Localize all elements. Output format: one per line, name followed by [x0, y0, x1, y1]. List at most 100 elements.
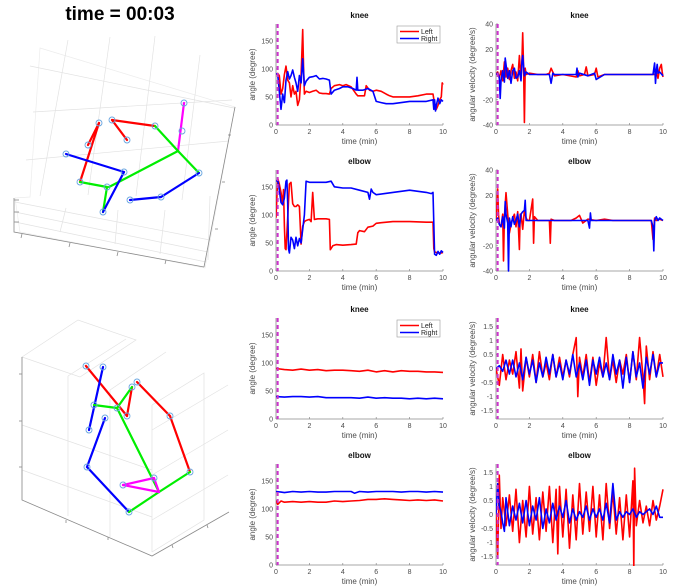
skeleton-segment	[152, 476, 161, 494]
skeleton-joint	[166, 412, 174, 420]
x-axis-label: time (min)	[342, 577, 378, 586]
y-tick-label: 40	[485, 168, 493, 175]
skeleton-joint	[126, 196, 134, 204]
y-tick-label: -0.5	[481, 526, 493, 533]
series-line-right	[276, 57, 444, 112]
skeleton-segment	[153, 124, 180, 153]
x-tick-label: 0	[494, 129, 498, 136]
skeleton-top	[62, 99, 203, 216]
series-line-right	[276, 395, 444, 400]
x-tick-label: 0	[274, 569, 278, 576]
skeleton-joint	[150, 474, 158, 482]
skeleton-joint	[186, 468, 194, 476]
x-tick-label: 4	[561, 423, 565, 430]
skeleton-segment	[115, 385, 134, 410]
skeleton-segment	[127, 490, 161, 514]
series-line-left	[276, 497, 444, 506]
y-tick-label: 0.5	[483, 498, 493, 505]
skeleton-segment	[159, 171, 201, 199]
x-tick-label: 0	[494, 569, 498, 576]
axes3d-top-frame	[13, 106, 236, 268]
x-tick-label: 8	[408, 569, 412, 576]
y-tick-label: 100	[261, 506, 273, 513]
y-axis-label: angle (degree)	[248, 48, 257, 100]
y-tick-label: 1.5	[483, 324, 493, 331]
y-axis-label: angular velocity (degree/s)	[468, 321, 477, 416]
y-tick-label: 100	[261, 360, 273, 367]
x-tick-label: 10	[659, 275, 667, 282]
x-axis-label: time (min)	[562, 431, 598, 440]
animation-time-title: time = 00:03	[65, 4, 175, 25]
skeleton-segment	[84, 364, 129, 418]
y-tick-label: -1	[487, 394, 493, 401]
plot-panel-elbow-7: 0 2 4 6 8 10 -1.5 -1 -0.5 0 0.5 1 1.5 elbow time (min)…	[468, 451, 667, 586]
skeleton-joint	[85, 426, 93, 434]
skeleton-joint	[90, 401, 98, 409]
y-tick-label: 0	[489, 366, 493, 373]
x-axis-label: time (min)	[342, 137, 378, 146]
y-axis-label: angular velocity (degree/s)	[468, 467, 477, 562]
plot-panel-elbow-3: 0 2 4 6 8 10 -40 -20 0 20 40 elbow time (min) angular…	[468, 157, 667, 292]
skeleton-joint	[83, 463, 91, 471]
skeleton-segment	[110, 118, 157, 128]
y-axis-label: angular velocity (degree/s)	[468, 27, 477, 122]
x-tick-label: 8	[408, 129, 412, 136]
skeleton-segment	[85, 465, 131, 514]
y-tick-label: -1.5	[481, 408, 493, 415]
y-tick-label: 0	[269, 563, 273, 570]
skeleton-segment	[78, 180, 109, 189]
x-tick-label: 8	[628, 275, 632, 282]
skeleton-joint	[178, 127, 186, 135]
x-tick-label: 4	[341, 569, 345, 576]
series-line-left	[276, 177, 444, 254]
y-axis-label: angle (degree)	[248, 342, 257, 394]
skeleton-segment	[101, 185, 109, 214]
skeleton-segment	[87, 365, 105, 432]
x-tick-label: 6	[594, 569, 598, 576]
y-tick-label: 50	[265, 534, 273, 541]
skeleton-segment	[64, 152, 126, 174]
series-line-right	[276, 490, 444, 495]
y-tick-label: 1	[489, 484, 493, 491]
x-tick-label: 10	[439, 129, 447, 136]
x-tick-label: 2	[307, 129, 311, 136]
y-tick-label: 50	[265, 240, 273, 247]
plot-title: elbow	[348, 157, 371, 166]
x-tick-label: 0	[494, 423, 498, 430]
skeleton-joint	[76, 178, 84, 186]
series-line-right	[496, 199, 664, 272]
skeleton-joint	[119, 481, 127, 489]
y-tick-label: 100	[261, 212, 273, 219]
x-tick-label: 6	[594, 129, 598, 136]
legend-label: Left	[421, 323, 433, 330]
axes3d-top	[14, 35, 236, 269]
series-line-left	[276, 367, 444, 374]
skeleton-joint	[157, 193, 165, 201]
y-tick-label: 100	[261, 66, 273, 73]
skeleton-joint	[103, 183, 111, 191]
x-axis-label: time (min)	[562, 577, 598, 586]
skeleton-joint	[108, 116, 116, 124]
x-tick-label: 2	[307, 423, 311, 430]
plot-title: knee	[350, 11, 369, 20]
skeleton-joint	[120, 168, 128, 176]
x-tick-label: 4	[561, 129, 565, 136]
x-axis-label: time (min)	[342, 283, 378, 292]
x-tick-label: 8	[408, 275, 412, 282]
x-axis-label: time (min)	[342, 431, 378, 440]
x-tick-label: 10	[439, 423, 447, 430]
skeleton-segment	[86, 121, 101, 147]
plot-panel-knee-1: 0 2 4 6 8 10 -40 -20 0 20 40 knee time (min) angular …	[468, 11, 667, 146]
y-tick-label: 20	[485, 193, 493, 200]
axes3d-bottom-frame	[19, 357, 230, 557]
y-tick-label: -20	[483, 97, 493, 104]
series-line-left	[496, 467, 664, 566]
y-tick-label: 0	[489, 512, 493, 519]
plot-title: knee	[570, 11, 589, 20]
y-tick-label: 1	[489, 338, 493, 345]
skeleton-joint	[123, 412, 131, 420]
